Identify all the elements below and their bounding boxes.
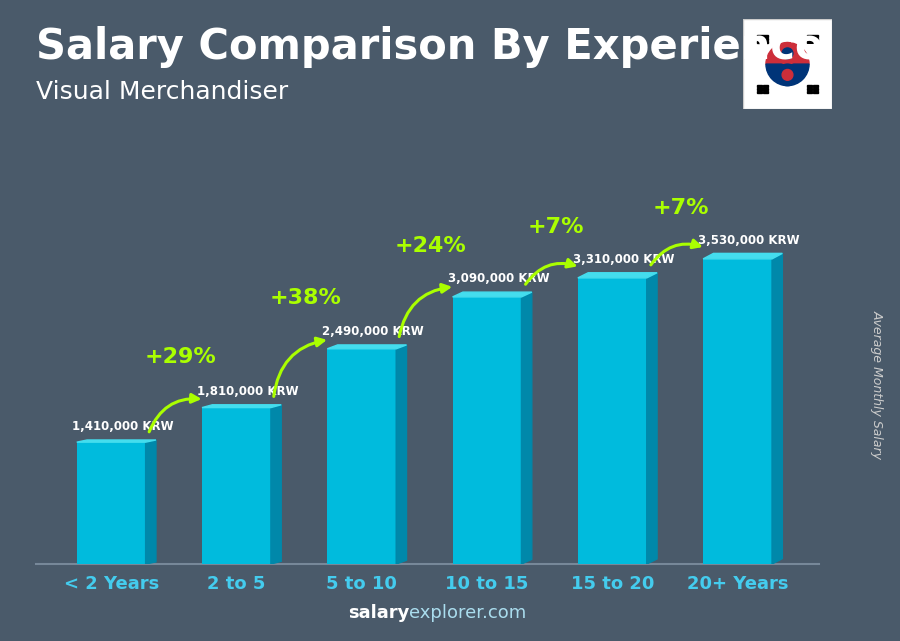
Polygon shape <box>202 404 281 408</box>
Bar <box>76 442 146 564</box>
FancyBboxPatch shape <box>742 19 833 109</box>
Bar <box>328 349 396 564</box>
Bar <box>807 38 812 40</box>
Polygon shape <box>453 292 532 297</box>
Polygon shape <box>146 440 156 564</box>
Bar <box>814 91 818 93</box>
Circle shape <box>782 48 793 59</box>
Text: 3,310,000 KRW: 3,310,000 KRW <box>572 253 674 266</box>
Bar <box>757 38 768 40</box>
Text: explorer.com: explorer.com <box>410 604 526 622</box>
Bar <box>202 408 271 564</box>
Polygon shape <box>703 253 782 259</box>
Bar <box>453 297 521 564</box>
Polygon shape <box>772 253 782 564</box>
Text: Visual Merchandiser: Visual Merchandiser <box>36 80 288 104</box>
Bar <box>757 91 761 93</box>
Circle shape <box>777 64 798 86</box>
Bar <box>757 85 761 87</box>
Bar <box>814 88 818 90</box>
Polygon shape <box>396 345 407 564</box>
Text: +38%: +38% <box>269 288 341 308</box>
Circle shape <box>777 42 798 64</box>
Text: +7%: +7% <box>652 198 709 218</box>
Bar <box>578 278 647 564</box>
Bar <box>703 259 772 564</box>
Bar <box>763 85 768 87</box>
Polygon shape <box>328 345 407 349</box>
Text: +24%: +24% <box>395 236 466 256</box>
Polygon shape <box>76 440 156 442</box>
Bar <box>807 91 812 93</box>
Text: 3,090,000 KRW: 3,090,000 KRW <box>447 272 549 285</box>
Text: 2,490,000 KRW: 2,490,000 KRW <box>322 325 424 338</box>
Bar <box>807 88 812 90</box>
Bar <box>807 35 818 37</box>
Text: 1,410,000 KRW: 1,410,000 KRW <box>72 420 174 433</box>
Bar <box>757 35 768 37</box>
Text: 3,530,000 KRW: 3,530,000 KRW <box>698 234 800 247</box>
Polygon shape <box>578 272 657 278</box>
Bar <box>807 85 812 87</box>
Text: Average Monthly Salary: Average Monthly Salary <box>871 310 884 459</box>
Polygon shape <box>271 404 281 564</box>
Text: +29%: +29% <box>144 347 216 367</box>
Bar <box>814 85 818 87</box>
Text: 1,810,000 KRW: 1,810,000 KRW <box>197 385 299 398</box>
Bar <box>814 38 818 40</box>
Circle shape <box>782 69 793 80</box>
Bar <box>807 41 818 43</box>
Text: salary: salary <box>348 604 410 622</box>
Wedge shape <box>766 42 809 64</box>
Text: Salary Comparison By Experience: Salary Comparison By Experience <box>36 26 824 68</box>
Wedge shape <box>766 64 809 86</box>
Bar <box>757 41 768 43</box>
Bar <box>757 88 768 90</box>
Polygon shape <box>647 272 657 564</box>
Polygon shape <box>521 292 532 564</box>
Text: +7%: +7% <box>527 217 584 237</box>
Bar <box>763 91 768 93</box>
